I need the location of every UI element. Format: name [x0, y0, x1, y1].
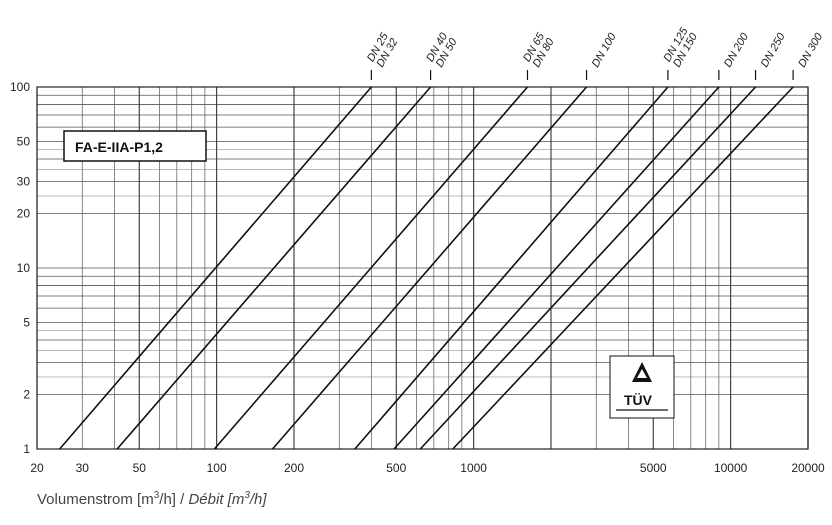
series-line-2: [116, 86, 432, 450]
dn-label: DN 100: [590, 30, 619, 69]
x-label-de: Volumenstrom [m: [37, 491, 154, 508]
plot-frame: [36, 86, 809, 450]
dn-label-text: DN 300: [796, 30, 825, 69]
y-tick-label: 50: [17, 134, 31, 148]
x-label-sup-de: 3: [153, 490, 160, 501]
y-tick-label: 100: [10, 80, 30, 94]
y-tick-label: 10: [17, 261, 31, 275]
series-line-6: [393, 86, 720, 450]
x-tick-label: 1000: [460, 461, 487, 475]
x-label-de-unit: /h] /: [159, 491, 185, 508]
x-label-fr: Débit [m: [188, 491, 245, 508]
x-tick-label: 20000: [791, 461, 825, 475]
series-line-4: [271, 86, 588, 450]
series-line-8: [452, 86, 794, 450]
y-tick-label: 1: [23, 442, 30, 456]
series-line-7: [419, 86, 757, 450]
tuv-logo: TÜV: [609, 355, 675, 419]
y-tick-label: 2: [23, 388, 30, 402]
x-tick-label: 10000: [714, 461, 748, 475]
tuv-text: TÜV: [624, 392, 653, 408]
x-tick-label: 5000: [640, 461, 667, 475]
x-tick-label: 50: [133, 461, 147, 475]
flow-chart: 20 30 50 100 200 500 1000 5000 10000 20000 1 2 5 10 20…: [10, 25, 826, 475]
series-line-1: [59, 86, 372, 450]
y-tick-label: 5: [23, 315, 30, 329]
x-tick-label: 500: [386, 461, 406, 475]
device-label-box: FA-E-IIA-P1,2: [63, 130, 207, 162]
dn-label-text: DN 200: [722, 30, 751, 69]
dn-label-text: DN 100: [590, 30, 619, 69]
x-tick-label: 20: [30, 461, 44, 475]
series-line-5: [354, 86, 669, 450]
axis-ticks: 20 30 50 100 200 500 1000 5000 10000 20000 1 2 5 10 20…: [10, 80, 825, 475]
dn-label-text: DN 250: [759, 30, 788, 69]
x-axis-label: Volumenstrom [m3/h] / Débit [m3/h]: [37, 490, 267, 508]
y-tick-label: 20: [17, 207, 31, 221]
x-label-fr-unit: /h]: [249, 491, 267, 508]
dn-label: DN 250: [759, 30, 788, 69]
dn-label: DN 200: [722, 30, 751, 69]
tuv-triangle-icon: [632, 362, 652, 382]
x-label-sup-fr: 3: [244, 490, 250, 501]
major-grid: [36, 86, 809, 450]
dn-label: DN 300: [796, 30, 825, 69]
series-lines: [59, 86, 794, 450]
x-tick-label: 200: [284, 461, 304, 475]
x-tick-label: 30: [76, 461, 90, 475]
x-tick-label: 100: [207, 461, 227, 475]
y-tick-label: 30: [17, 175, 31, 189]
series-line-3: [213, 86, 529, 450]
device-label: FA-E-IIA-P1,2: [75, 139, 163, 155]
